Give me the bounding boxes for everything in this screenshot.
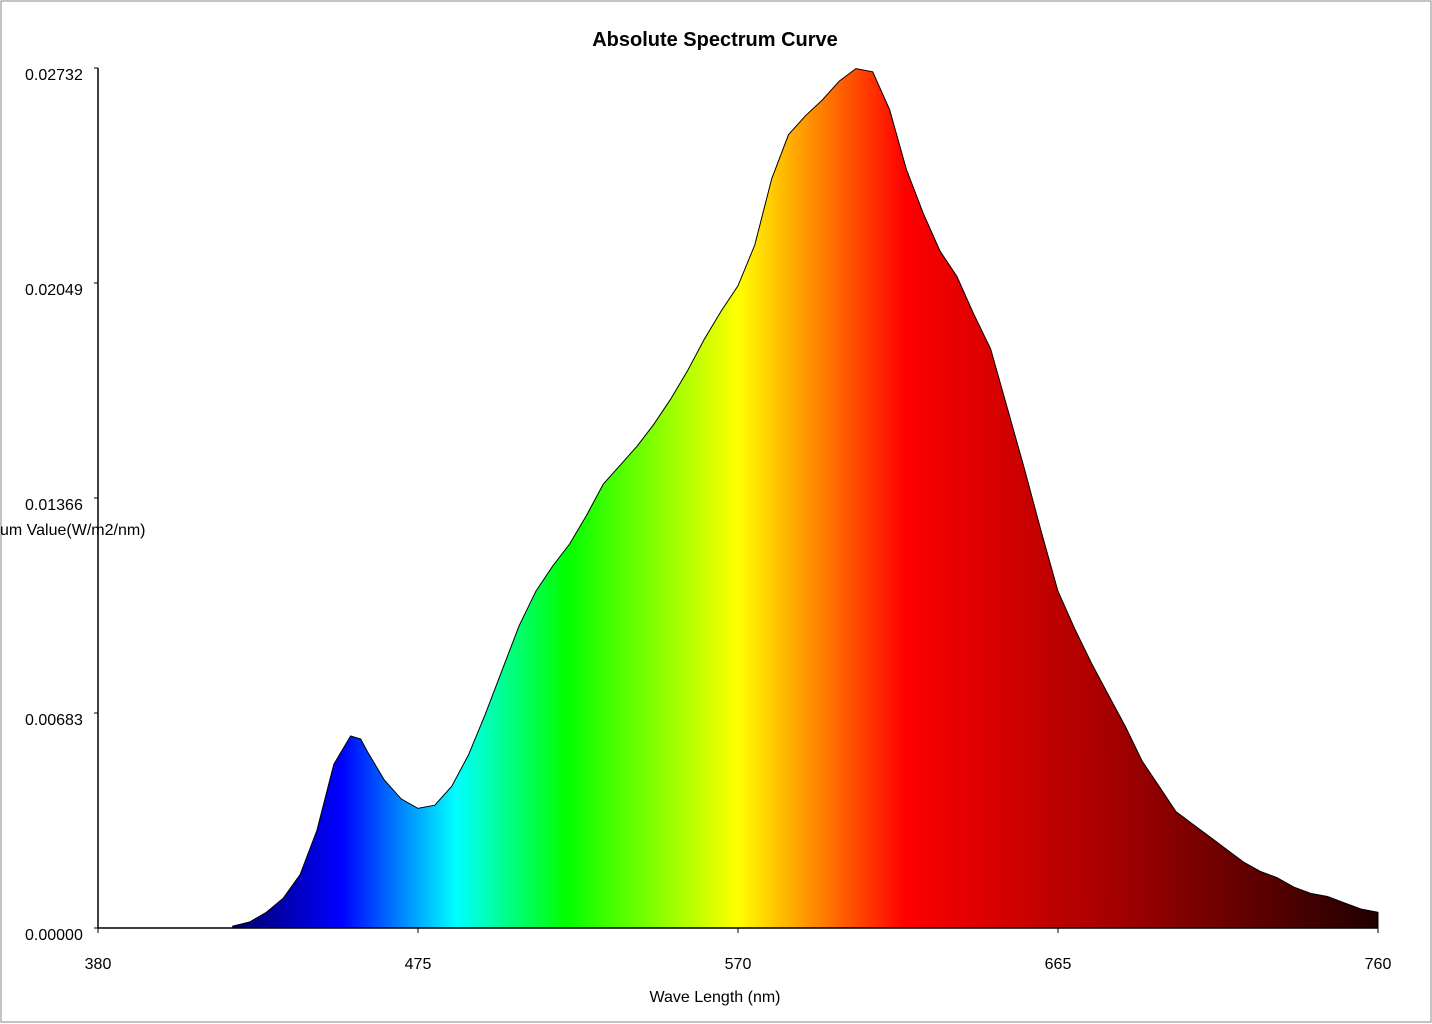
x-tick-label: 570	[725, 956, 752, 973]
spectrum-area	[232, 68, 1379, 929]
y-tick-label: 0.02049	[25, 282, 83, 299]
x-tick-label: 475	[405, 956, 432, 973]
y-tick-label: 0.02732	[25, 67, 83, 84]
chart-title: Absolute Spectrum Curve	[592, 29, 838, 51]
y-axis-label: um Value(W/m2/nm)	[0, 522, 146, 539]
y-tick-label: 0.01366	[25, 497, 83, 514]
x-tick-label: 380	[85, 956, 112, 973]
x-tick-label: 760	[1365, 956, 1392, 973]
y-tick-label: 0.00000	[25, 927, 83, 944]
x-tick-label: 665	[1045, 956, 1072, 973]
x-axis-label: Wave Length (nm)	[649, 989, 780, 1006]
y-tick-label: 0.00683	[25, 712, 83, 729]
